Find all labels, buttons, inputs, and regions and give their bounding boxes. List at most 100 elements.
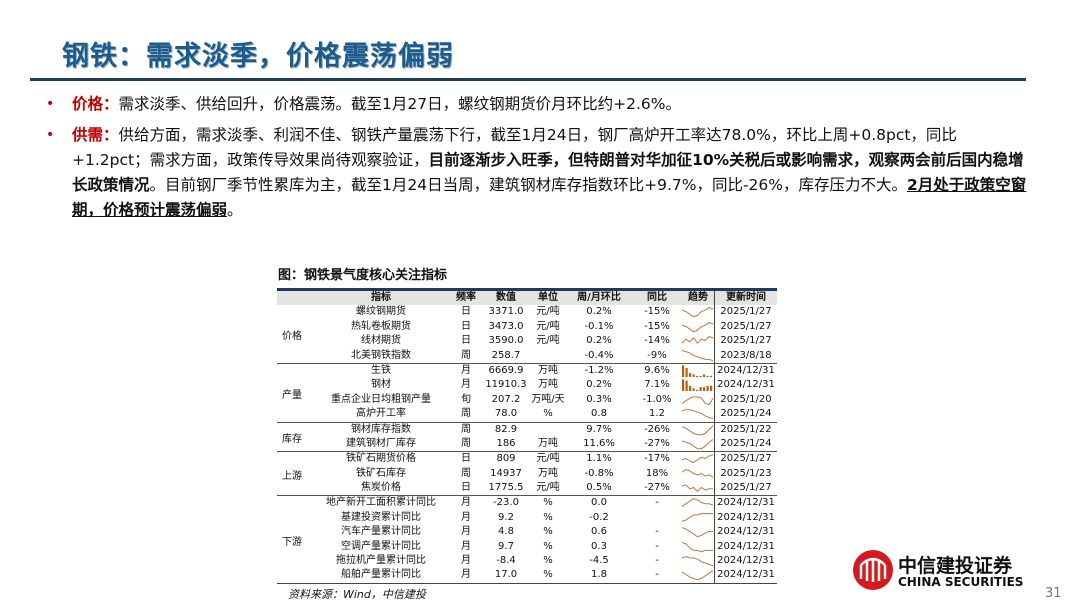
trend-sparkline [682,484,713,493]
indicator-name: 铁矿石期货价格 [346,453,416,465]
indicator-name: 拖拉机产量累计同比 [336,555,426,567]
unit: 万吨 [538,437,558,449]
unit: 元/吨 [536,320,560,332]
bullet-label: 价格： [72,95,119,113]
period-change: 0.3% [586,393,612,405]
indicator-name: 钢材库存指数 [351,423,411,435]
indicator-name: 北美钢铁指数 [351,349,411,361]
period-change: 0.2% [586,379,612,391]
table-row: 钢材 月 11910.3 万吨 0.2% 7.1% 2024/12/31 [277,378,777,392]
indicator-name: 建筑钢材厂库存 [346,437,416,449]
trend-line [682,527,713,538]
trend-line [682,454,714,464]
logo-text-cn: 中信建投证券 [898,555,1013,577]
table-header-row: 指标 频率 数值 单位 周/月环比 同比 趋势 更新时间 [277,291,777,306]
update-date: 2024/12/31 [717,364,775,376]
column-header: 指标 [371,292,391,303]
period-change: 0.6 [591,526,607,538]
column-header: 更新时间 [726,292,766,303]
table-group-0: 价格 螺纹钢期货日 3371.0 元/吨 0.2% -15% 2025/1/27 热轧卷板期货… [277,305,777,363]
trend-sparkline [682,336,714,345]
trend-line [682,541,713,552]
trend-sparkline [682,307,714,318]
trend-sparkline [682,498,714,508]
figure-title: 图：钢铁景气度核心关注指标 [278,268,448,283]
period-change: 0.3 [591,540,607,552]
indicator-name: 汽车产量累计同比 [341,526,421,538]
update-date: 2025/1/24 [720,437,772,449]
bullet-conclusion: 2月处于政策空窗期，价格预计震荡偏弱 [72,176,1027,219]
trend-bar [689,373,692,377]
value: 6669.9 [488,364,524,376]
update-date: 2025/1/27 [720,320,772,332]
table-group-3: 上游 铁矿石期货价格日 809 元/吨 1.1% -17% 2025/1/27 铁矿石库存周 1… [277,451,777,495]
yoy-change: - [655,497,659,509]
value: 1775.5 [488,482,524,494]
bullet-icon: • [46,127,55,143]
unit: 万吨 [538,364,558,376]
trend-sparkline [682,424,714,435]
group-label: 上游 [282,470,302,482]
frequency: 日 [461,320,471,332]
trend-bar [699,375,702,377]
yoy-change: 9.6% [644,364,670,376]
slide-title: 钢铁：需求淡季，价格震荡偏弱 [62,41,454,72]
table-vertical-divider [714,291,715,583]
yoy-change: - [655,540,659,552]
trend-sparkline [682,527,713,538]
trend-line [682,336,714,345]
period-change: 0.5% [586,482,612,494]
value: -8.4 [496,555,516,567]
trend-line [682,498,714,508]
value: 17.0 [494,569,518,581]
period-change: -4.5 [589,555,609,567]
indicator-name: 地产新开工面积累计同比 [326,497,436,509]
trend-bar [685,380,688,392]
table-row: 热轧卷板期货 日 3473.0 元/吨 -0.1% -15% 2025/1/27 [277,320,777,334]
period-change: -0.8% [584,467,614,479]
bullet-price: • 价格：需求淡季、供给回升，价格震荡。截至1月27日，螺纹钢期货价月环比约+2… [46,92,1031,117]
unit: % [543,526,553,538]
value: 9.7 [498,540,514,552]
frequency: 周 [461,437,471,449]
frequency: 周 [461,467,471,479]
frequency: 日 [461,482,471,494]
column-header: 数值 [496,292,516,303]
yoy-change: -15% [644,306,670,318]
bullet-text: 需求淡季、供给回升，价格震荡。截至1月27日，螺纹钢期货价月环比约+2.6%。 [118,95,681,113]
logo-text-en: CHINA SECURITIES [898,575,1024,589]
update-date: 2025/1/27 [720,306,772,318]
yoy-change: - [655,555,659,567]
period-change: -0.2 [589,511,609,523]
trend-bar [710,375,713,377]
update-date: 2025/1/23 [720,467,772,479]
yoy-change: - [655,569,659,581]
trend-sparkline [682,454,714,464]
frequency: 月 [461,511,471,523]
update-date: 2024/12/31 [717,540,775,552]
trend-line [682,424,714,435]
unit: 万吨/天 [531,393,565,405]
trend-line [682,396,714,406]
trend-sparkline [682,556,714,567]
update-date: 2025/1/22 [720,423,772,435]
table-row: 拖拉机产量累计同比 月 -8.4% -4.5 - 2024/12/31 [277,554,777,568]
trend-bar [703,387,706,392]
table-row: 铁矿石库存 周 14937 万吨 -0.8% 18% 2025/1/23 [277,467,777,481]
bullet-icon: • [46,96,55,112]
value: 9.2 [498,511,514,523]
unit: 元/吨 [536,306,560,318]
table-row: 基建投资累计同比 月 9.2% -0.2 2024/12/31 [277,511,777,525]
frequency: 月 [461,364,471,376]
unit: 元/吨 [536,482,560,494]
unit: 元/吨 [536,453,560,465]
table-row: 焦炭价格 日 1775.5 元/吨 0.5% -27% 2025/1/27 [277,481,777,495]
update-date: 2023/8/18 [720,349,772,361]
trend-sparkline [682,512,713,522]
indicator-name: 空调产量累计同比 [341,540,421,552]
bullet-text: 。 [227,201,243,219]
trend-sparkline [682,396,714,406]
trend-line [682,409,714,420]
yoy-change: -17% [644,453,670,465]
value: 3590.0 [488,335,524,347]
